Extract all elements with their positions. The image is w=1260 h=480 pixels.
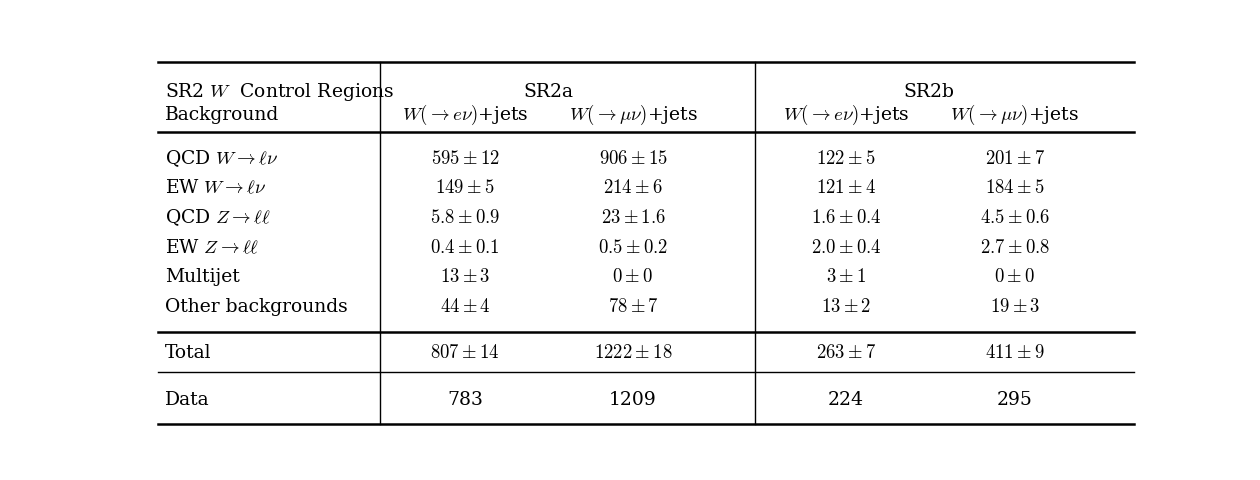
Text: $595 \pm 12$: $595 \pm 12$ — [431, 150, 500, 168]
Text: $23 \pm 1.6$: $23 \pm 1.6$ — [601, 209, 665, 227]
Text: QCD $Z \rightarrow \ell\ell$: QCD $Z \rightarrow \ell\ell$ — [165, 207, 271, 228]
Text: $13 \pm 2$: $13 \pm 2$ — [820, 298, 871, 316]
Text: $263 \pm 7$: $263 \pm 7$ — [815, 344, 876, 362]
Text: EW $Z \rightarrow \ell\ell$: EW $Z \rightarrow \ell\ell$ — [165, 239, 260, 257]
Text: $W(\rightarrow \mu\nu)$+jets: $W(\rightarrow \mu\nu)$+jets — [950, 103, 1080, 127]
Text: Data: Data — [165, 391, 210, 409]
Text: Other backgrounds: Other backgrounds — [165, 298, 348, 316]
Text: $411 \pm 9$: $411 \pm 9$ — [985, 344, 1045, 362]
Text: $19 \pm 3$: $19 \pm 3$ — [989, 298, 1040, 316]
Text: 295: 295 — [997, 391, 1033, 409]
Text: $184 \pm 5$: $184 \pm 5$ — [985, 179, 1045, 197]
Text: $1222 \pm 18$: $1222 \pm 18$ — [593, 344, 673, 362]
Text: $2.0 \pm 0.4$: $2.0 \pm 0.4$ — [810, 239, 881, 257]
Text: EW $W \rightarrow \ell\nu$: EW $W \rightarrow \ell\nu$ — [165, 179, 267, 197]
Text: $W(\rightarrow e\nu)$+jets: $W(\rightarrow e\nu)$+jets — [782, 103, 910, 127]
Text: $1.6 \pm 0.4$: $1.6 \pm 0.4$ — [810, 209, 881, 227]
Text: $5.8 \pm 0.9$: $5.8 \pm 0.9$ — [430, 209, 500, 227]
Text: $0.5 \pm 0.2$: $0.5 \pm 0.2$ — [598, 239, 668, 257]
Text: $201 \pm 7$: $201 \pm 7$ — [985, 150, 1045, 168]
Text: $0 \pm 0$: $0 \pm 0$ — [612, 268, 654, 286]
Text: SR2a: SR2a — [523, 83, 573, 101]
Text: Multijet: Multijet — [165, 268, 241, 286]
Text: $0 \pm 0$: $0 \pm 0$ — [994, 268, 1036, 286]
Text: $78 \pm 7$: $78 \pm 7$ — [607, 298, 659, 316]
Text: Total: Total — [165, 344, 212, 362]
Text: $214 \pm 6$: $214 \pm 6$ — [604, 179, 663, 197]
Text: $2.7 \pm 0.8$: $2.7 \pm 0.8$ — [980, 239, 1050, 257]
Text: $149 \pm 5$: $149 \pm 5$ — [435, 179, 495, 197]
Text: $807 \pm 14$: $807 \pm 14$ — [431, 344, 500, 362]
Text: QCD $W \rightarrow \ell\nu$: QCD $W \rightarrow \ell\nu$ — [165, 148, 278, 169]
Text: $4.5 \pm 0.6$: $4.5 \pm 0.6$ — [980, 209, 1050, 227]
Text: $W(\rightarrow \mu\nu)$+jets: $W(\rightarrow \mu\nu)$+jets — [568, 103, 698, 127]
Text: $W(\rightarrow e\nu)$+jets: $W(\rightarrow e\nu)$+jets — [402, 103, 528, 127]
Text: SR2 $W$  Control Regions: SR2 $W$ Control Regions — [165, 81, 394, 103]
Text: 224: 224 — [828, 391, 864, 409]
Text: $121 \pm 4$: $121 \pm 4$ — [816, 179, 876, 197]
Text: 1209: 1209 — [609, 391, 656, 409]
Text: 783: 783 — [447, 391, 483, 409]
Text: $13 \pm 3$: $13 \pm 3$ — [440, 268, 490, 286]
Text: Background: Background — [165, 106, 280, 124]
Text: $122 \pm 5$: $122 \pm 5$ — [816, 150, 876, 168]
Text: $906 \pm 15$: $906 \pm 15$ — [598, 150, 668, 168]
Text: SR2b: SR2b — [903, 83, 954, 101]
Text: $44 \pm 4$: $44 \pm 4$ — [440, 298, 490, 316]
Text: $0.4 \pm 0.1$: $0.4 \pm 0.1$ — [430, 239, 500, 257]
Text: $3 \pm 1$: $3 \pm 1$ — [825, 268, 866, 286]
